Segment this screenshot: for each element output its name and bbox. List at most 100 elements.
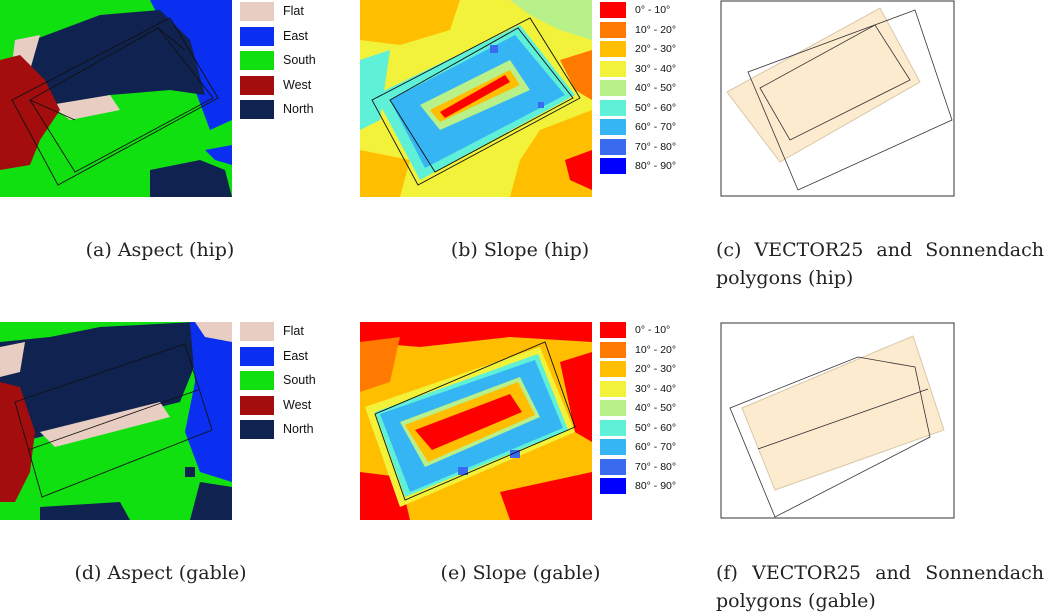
legend-swatch (600, 419, 626, 436)
legend-label: 70° - 80° (635, 140, 677, 153)
legend-swatch (600, 478, 626, 494)
legend-item: 0° - 10° (600, 322, 690, 342)
legend-label: 40° - 50° (635, 402, 677, 414)
legend-label: 70° - 80° (635, 460, 677, 473)
legend-item: 10° - 20° (600, 21, 690, 42)
legend-item: 10° - 20° (600, 341, 690, 362)
legend-swatch (600, 60, 626, 77)
legend-swatch (600, 138, 626, 155)
legend-label: East (283, 28, 309, 43)
legend-item: 40° - 50° (600, 400, 690, 420)
caption-e: (e) Slope (gable) (440, 562, 601, 584)
legend-label: 20° - 30° (635, 43, 677, 55)
legend-item-south: South (240, 51, 350, 76)
legend-swatch (240, 420, 274, 439)
legend-swatch (240, 322, 274, 341)
legend-item-west: West (240, 395, 350, 421)
caption-c-line1: (c) VECTOR25 and Sonnendach (716, 239, 1044, 261)
legend-swatch (240, 395, 274, 415)
legend-swatch (600, 158, 626, 174)
legend-label: West (283, 397, 312, 412)
caption-a: (a) Aspect (hip) (85, 239, 235, 261)
legend-swatch (600, 361, 626, 377)
legend-swatch (600, 99, 626, 116)
legend-label: West (283, 77, 312, 92)
legend-swatch (600, 80, 626, 96)
slope-map-gable (360, 322, 592, 520)
legend-item: 70° - 80° (600, 138, 690, 159)
legend-item: 80° - 90° (600, 158, 690, 178)
legend-item: 80° - 90° (600, 478, 690, 498)
legend-label: 40° - 50° (635, 82, 677, 94)
legend-label: East (283, 348, 309, 363)
polygons-hip (720, 0, 955, 197)
legend-label: North (283, 422, 314, 436)
legend-item: 30° - 40° (600, 380, 690, 401)
legend-item-flat: Flat (240, 322, 350, 347)
legend-swatch (240, 51, 274, 70)
legend-item: 50° - 60° (600, 419, 690, 440)
legend-swatch (600, 439, 626, 455)
legend-swatch (600, 2, 626, 18)
legend-item: 70° - 80° (600, 458, 690, 479)
legend-item: 20° - 30° (600, 41, 690, 61)
legend-label: North (283, 102, 314, 116)
legend-swatch (600, 380, 626, 397)
legend-label: 50° - 60° (635, 101, 677, 114)
caption-f-line2: polygons (gable) (716, 590, 876, 612)
legend-item-east: East (240, 346, 350, 372)
caption-f: (f) VECTOR25 and Sonnendach polygons (ga… (716, 559, 1044, 615)
legend-label: South (283, 53, 316, 67)
legend-swatch (600, 458, 626, 475)
legend-label: 80° - 90° (635, 160, 677, 172)
legend-item: 0° - 10° (600, 2, 690, 22)
legend-swatch (600, 21, 626, 38)
legend-label: 60° - 70° (635, 121, 677, 133)
aspect-map-hip (0, 0, 232, 197)
legend-item-north: North (240, 100, 350, 125)
legend-swatch (600, 400, 626, 416)
legend-label: 10° - 20° (635, 23, 677, 36)
legend-swatch (600, 341, 626, 358)
legend-label: 0° - 10° (635, 4, 671, 16)
legend-label: 50° - 60° (635, 421, 677, 434)
slope-legend-gable: 0° - 10° 10° - 20° 20° - 30° 30° - 40° 4… (600, 322, 690, 498)
legend-item-west: West (240, 75, 350, 101)
legend-label: South (283, 373, 316, 387)
legend-item: 50° - 60° (600, 99, 690, 120)
legend-label: 60° - 70° (635, 441, 677, 453)
slope-legend-hip: 0° - 10° 10° - 20° 20° - 30° 30° - 40° 4… (600, 2, 690, 178)
polygons-gable (720, 322, 955, 519)
aspect-legend-hip: Flat East South West North (240, 2, 350, 125)
legend-item: 30° - 40° (600, 60, 690, 81)
aspect-map-gable (0, 322, 232, 520)
caption-b: (b) Slope (hip) (450, 239, 590, 261)
legend-item-north: North (240, 420, 350, 445)
caption-f-line1: (f) VECTOR25 and Sonnendach (716, 562, 1044, 584)
legend-swatch (240, 346, 274, 366)
legend-label: Flat (283, 324, 304, 338)
legend-item-east: East (240, 26, 350, 52)
legend-item-flat: Flat (240, 2, 350, 27)
legend-swatch (600, 322, 626, 338)
legend-swatch (240, 75, 274, 95)
legend-swatch (240, 371, 274, 390)
legend-label: 0° - 10° (635, 324, 671, 336)
caption-d: (d) Aspect (gable) (74, 562, 247, 584)
legend-label: 10° - 20° (635, 343, 677, 356)
legend-swatch (240, 2, 274, 21)
legend-swatch (240, 100, 274, 119)
legend-item: 60° - 70° (600, 439, 690, 459)
legend-label: Flat (283, 4, 304, 18)
legend-label: 30° - 40° (635, 382, 677, 395)
legend-item: 20° - 30° (600, 361, 690, 381)
aspect-legend-gable: Flat East South West North (240, 322, 350, 445)
legend-swatch (600, 119, 626, 135)
legend-label: 30° - 40° (635, 62, 677, 75)
legend-label: 20° - 30° (635, 363, 677, 375)
slope-map-hip (360, 0, 592, 197)
legend-item-south: South (240, 371, 350, 396)
caption-c: (c) VECTOR25 and Sonnendach polygons (hi… (716, 236, 1044, 292)
legend-item: 60° - 70° (600, 119, 690, 139)
legend-swatch (240, 26, 274, 46)
